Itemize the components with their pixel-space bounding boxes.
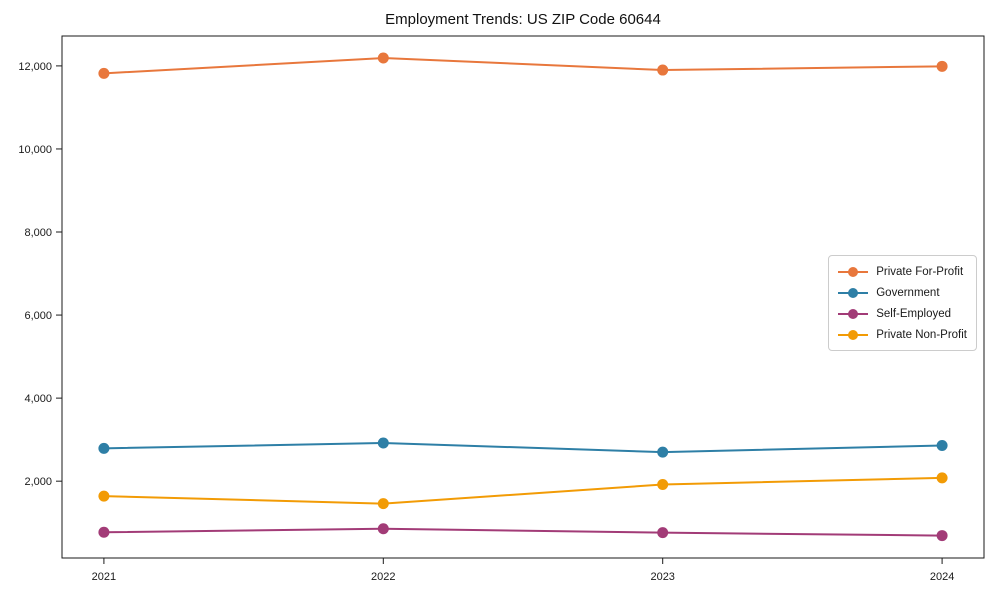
y-tick-label: 2,000 [24,476,52,488]
legend-label: Private Non-Profit [876,328,967,341]
data-point [936,472,948,484]
x-tick-label: 2023 [650,571,674,583]
y-tick-label: 4,000 [24,393,52,405]
data-point [936,60,948,72]
series-line-private-non-profit [103,476,943,505]
data-point [657,446,669,458]
y-tick-label: 6,000 [24,310,52,322]
legend-marker-icon [838,266,869,277]
legend-marker-icon [838,308,869,319]
y-tick-label: 12,000 [18,61,52,73]
data-point [377,52,389,64]
data-point [98,490,110,502]
series-line-private-for-profit [103,57,943,75]
x-tick-label: 2022 [371,571,395,583]
data-point [98,442,110,454]
legend: Private For-Profit Government Self-Employe… [828,255,977,351]
legend-label: Self-Employed [876,307,952,320]
data-point [936,439,948,451]
legend-label: Government [876,286,940,299]
x-tick-label: 2021 [92,571,116,583]
data-point [98,526,110,538]
legend-marker-icon [838,287,869,298]
y-tick-label: 10,000 [18,144,52,156]
data-point [657,64,669,76]
data-point [657,478,669,490]
legend-item-government: Government [837,284,967,301]
legend-item-private-for-profit: Private For-Profit [837,263,967,280]
legend-label: Private For-Profit [876,265,964,278]
series-line-government [103,441,943,454]
x-tick-label: 2024 [930,571,954,583]
data-point [377,437,389,449]
plot-frame [61,35,985,559]
chart-title: Employment Trends: US ZIP Code 60644 [385,11,661,28]
legend-item-private-non-profit: Private Non-Profit [837,326,967,343]
data-point [98,67,110,79]
legend-item-self-employed: Self-Employed [837,305,967,322]
series-line-self-employed [103,527,943,537]
legend-marker-icon [838,329,869,340]
y-tick-label: 8,000 [24,227,52,239]
data-point [377,498,389,510]
data-point [377,523,389,535]
data-point [936,530,948,542]
data-point [657,527,669,539]
